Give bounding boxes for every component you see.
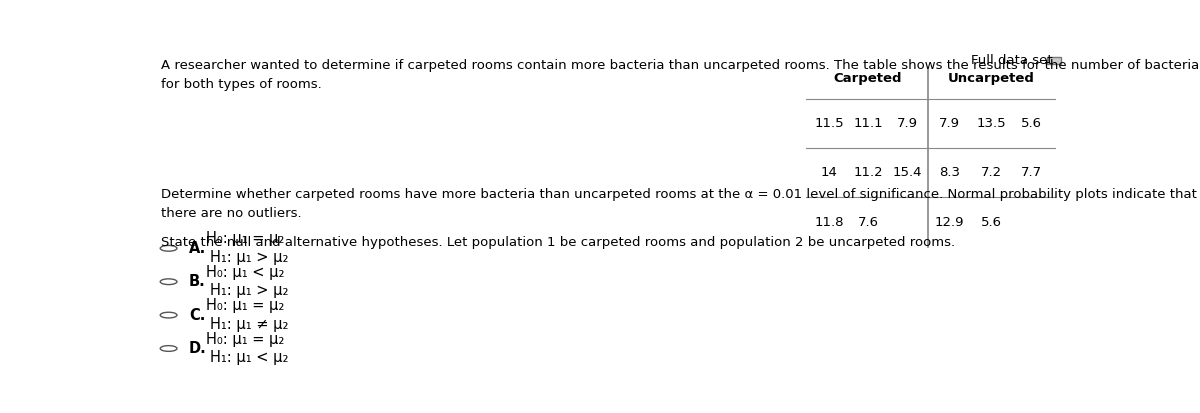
Text: 5.6: 5.6 bbox=[1021, 117, 1042, 130]
Text: H₁: μ₁ ≠ μ₂: H₁: μ₁ ≠ μ₂ bbox=[210, 317, 289, 332]
Text: H₀: μ₁ = μ₂: H₀: μ₁ = μ₂ bbox=[206, 332, 284, 347]
Text: H₀: μ₁ < μ₂: H₀: μ₁ < μ₂ bbox=[206, 265, 284, 280]
Text: 5.6: 5.6 bbox=[982, 216, 1002, 228]
Text: 11.5: 11.5 bbox=[814, 117, 844, 130]
Text: Full data set: Full data set bbox=[971, 55, 1052, 67]
Text: C.: C. bbox=[190, 308, 205, 323]
Text: 11.2: 11.2 bbox=[853, 166, 883, 179]
Text: 7.6: 7.6 bbox=[858, 216, 878, 228]
Text: 7.2: 7.2 bbox=[982, 166, 1002, 179]
Text: Carpeted: Carpeted bbox=[834, 72, 902, 85]
Text: 11.1: 11.1 bbox=[853, 117, 883, 130]
Text: H₁: μ₁ < μ₂: H₁: μ₁ < μ₂ bbox=[210, 350, 289, 365]
Text: H₀: μ₁ = μ₂: H₀: μ₁ = μ₂ bbox=[206, 231, 284, 247]
Text: 7.9: 7.9 bbox=[896, 117, 918, 130]
Text: Determine whether carpeted rooms have more bacteria than uncarpeted rooms at the: Determine whether carpeted rooms have mo… bbox=[161, 188, 1200, 220]
Text: A researcher wanted to determine if carpeted rooms contain more bacteria than un: A researcher wanted to determine if carp… bbox=[161, 59, 1200, 91]
Text: B.: B. bbox=[190, 274, 206, 289]
Text: 11.8: 11.8 bbox=[814, 216, 844, 228]
Text: State the null and alternative hypotheses. Let population 1 be carpeted rooms an: State the null and alternative hypothese… bbox=[161, 235, 955, 249]
Text: 7.7: 7.7 bbox=[1021, 166, 1043, 179]
Text: 12.9: 12.9 bbox=[935, 216, 965, 228]
Text: 8.3: 8.3 bbox=[940, 166, 960, 179]
Text: D.: D. bbox=[190, 341, 206, 356]
Text: H₁: μ₁ > μ₂: H₁: μ₁ > μ₂ bbox=[210, 250, 289, 265]
Text: H₁: μ₁ > μ₂: H₁: μ₁ > μ₂ bbox=[210, 283, 289, 298]
Text: 7.9: 7.9 bbox=[940, 117, 960, 130]
Text: A.: A. bbox=[190, 241, 206, 256]
FancyBboxPatch shape bbox=[1046, 57, 1062, 64]
Text: 13.5: 13.5 bbox=[977, 117, 1007, 130]
Text: H₀: μ₁ = μ₂: H₀: μ₁ = μ₂ bbox=[206, 298, 284, 313]
Text: Uncarpeted: Uncarpeted bbox=[947, 72, 1034, 85]
Text: 14: 14 bbox=[821, 166, 838, 179]
Text: 15.4: 15.4 bbox=[893, 166, 922, 179]
